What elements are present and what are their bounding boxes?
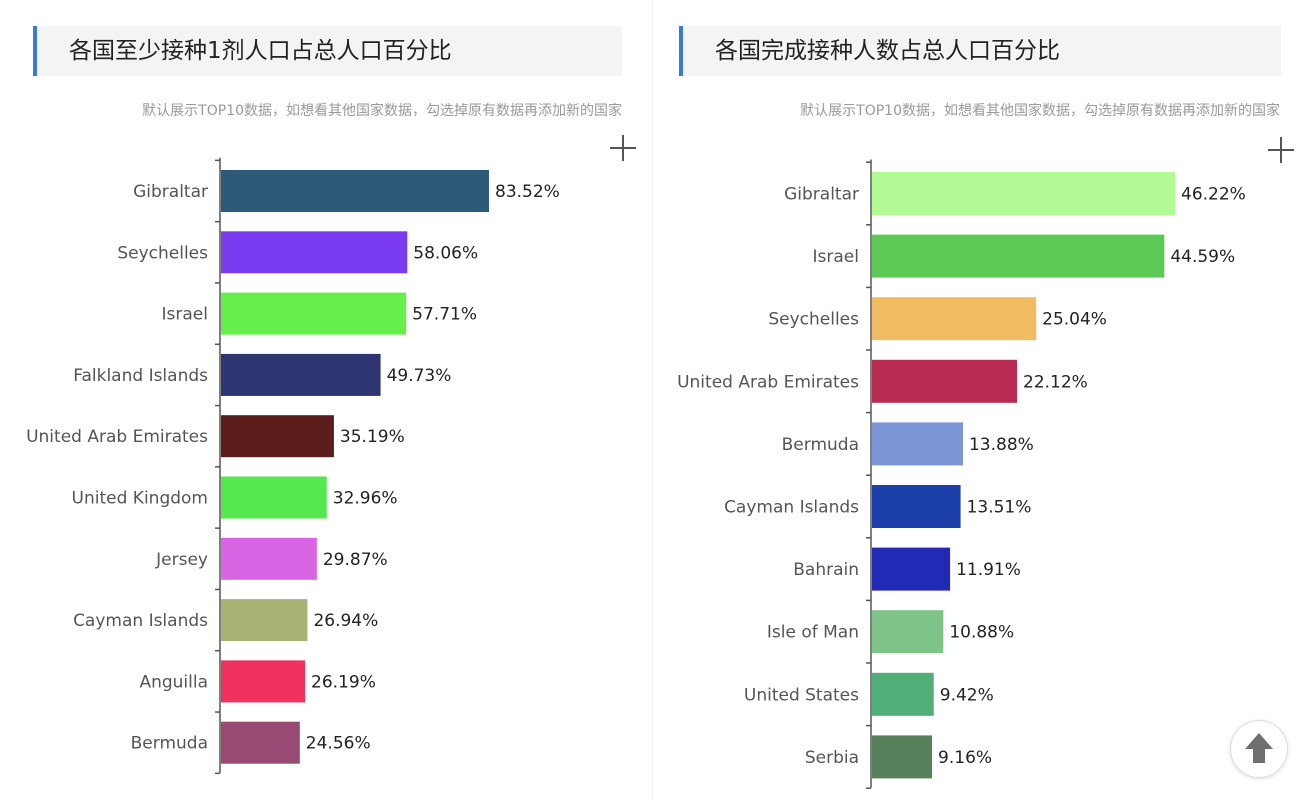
category-label: Bahrain	[793, 560, 859, 580]
category-label: United Kingdom	[72, 489, 208, 509]
value-label: 83.52%	[495, 182, 560, 202]
category-label: Serbia	[805, 748, 859, 768]
bar[interactable]	[221, 476, 327, 519]
left-chart-panel: 各国至少接种1剂人口占总人口百分比 默认展示TOP10数据，如想看其他国家数据，…	[0, 0, 650, 800]
plus-icon[interactable]	[610, 135, 636, 161]
value-label: 46.22%	[1181, 185, 1246, 205]
category-label: Bermuda	[782, 435, 859, 455]
bar[interactable]	[221, 415, 334, 458]
category-label: Israel	[162, 305, 208, 325]
value-label: 13.51%	[967, 498, 1032, 518]
category-label: Gibraltar	[784, 185, 859, 205]
right-chart-title: 各国完成接种人数占总人口百分比	[715, 38, 1060, 64]
category-label: Bermuda	[131, 734, 208, 754]
panel-divider	[652, 0, 653, 800]
value-label: 9.16%	[938, 748, 992, 768]
value-label: 57.71%	[412, 305, 477, 325]
category-label: Seychelles	[768, 310, 859, 330]
value-label: 35.19%	[340, 427, 405, 447]
scroll-to-top-button[interactable]	[1230, 720, 1288, 778]
value-label: 32.96%	[333, 489, 398, 509]
left-bar-chart: Gibraltar 83.52% Seychelles 58.06% Israel 57.…	[26, 157, 560, 775]
bar[interactable]	[872, 485, 961, 528]
value-label: 25.04%	[1042, 310, 1107, 330]
bar[interactable]	[872, 547, 951, 591]
category-label: Seychelles	[117, 243, 208, 263]
category-label: Gibraltar	[133, 182, 208, 202]
bar[interactable]	[221, 353, 381, 396]
category-label: Israel	[813, 247, 859, 267]
category-label: Jersey	[155, 550, 208, 570]
bar[interactable]	[872, 297, 1037, 341]
plus-icon[interactable]	[1268, 137, 1294, 163]
bar[interactable]	[872, 422, 963, 466]
bar[interactable]	[872, 172, 1175, 215]
bar[interactable]	[221, 170, 489, 212]
left-chart-title: 各国至少接种1剂人口占总人口百分比	[69, 38, 452, 64]
bar[interactable]	[221, 537, 317, 580]
bar[interactable]	[221, 599, 308, 642]
bar[interactable]	[872, 610, 944, 654]
bar[interactable]	[221, 660, 306, 703]
bar[interactable]	[872, 672, 934, 716]
right-title-bar: 各国完成接种人数占总人口百分比	[679, 26, 1281, 76]
category-label: Isle of Man	[767, 623, 859, 643]
right-bar-chart: Gibraltar 46.22% Israel 44.59% Seychelles 25.…	[677, 159, 1246, 789]
value-label: 26.94%	[313, 611, 378, 631]
category-label: United States	[744, 685, 859, 705]
value-label: 24.56%	[306, 734, 371, 754]
bar[interactable]	[872, 234, 1165, 278]
arrow-up-icon	[1245, 733, 1273, 749]
bar[interactable]	[872, 359, 1018, 403]
value-label: 22.12%	[1023, 372, 1088, 392]
value-label: 49.73%	[387, 366, 452, 386]
category-label: Cayman Islands	[724, 498, 859, 518]
bar[interactable]	[221, 292, 407, 335]
value-label: 13.88%	[969, 435, 1034, 455]
value-label: 58.06%	[413, 243, 478, 263]
category-label: Cayman Islands	[73, 611, 208, 631]
category-label: United Arab Emirates	[677, 372, 859, 392]
value-label: 9.42%	[940, 685, 994, 705]
arrow-up-icon-shaft	[1253, 749, 1265, 763]
left-title-bar: 各国至少接种1剂人口占总人口百分比	[33, 26, 622, 76]
bar[interactable]	[872, 735, 933, 779]
bar[interactable]	[221, 721, 300, 764]
value-label: 11.91%	[956, 560, 1021, 580]
right-chart-panel: 各国完成接种人数占总人口百分比 默认展示TOP10数据，如想看其他国家数据，勾选…	[656, 0, 1314, 800]
category-label: Falkland Islands	[73, 366, 208, 386]
value-label: 44.59%	[1170, 247, 1235, 267]
category-label: Anguilla	[139, 672, 208, 692]
left-chart-subtitle: 默认展示TOP10数据，如想看其他国家数据，勾选掉原有数据再添加新的国家	[142, 103, 622, 119]
bar[interactable]	[221, 231, 408, 274]
value-label: 10.88%	[949, 623, 1014, 643]
category-label: United Arab Emirates	[26, 427, 208, 447]
right-chart-subtitle: 默认展示TOP10数据，如想看其他国家数据，勾选掉原有数据再添加新的国家	[800, 103, 1280, 119]
value-label: 26.19%	[311, 672, 376, 692]
value-label: 29.87%	[323, 550, 388, 570]
